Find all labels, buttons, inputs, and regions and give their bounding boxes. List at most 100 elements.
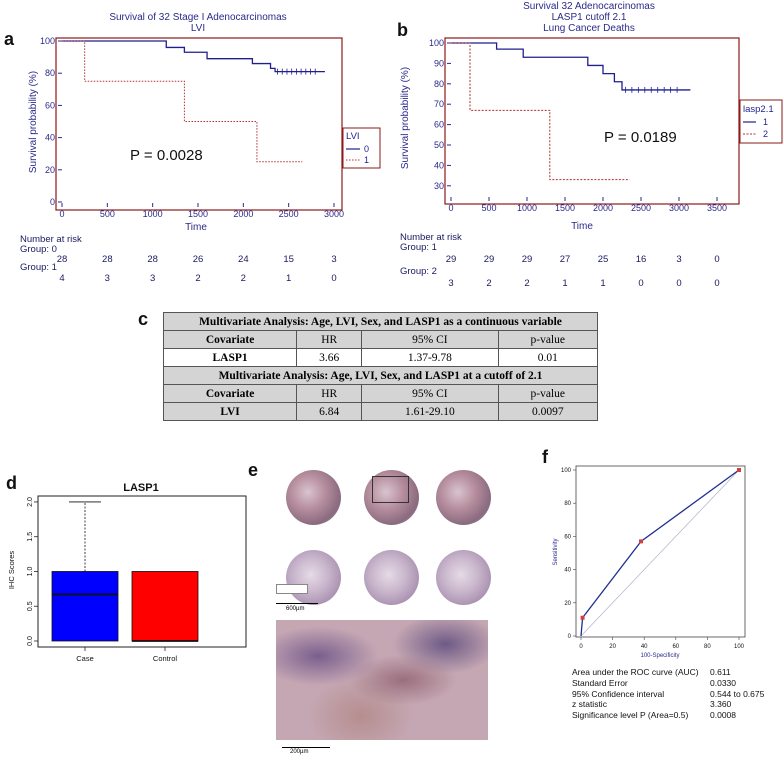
risk-count: 15 — [283, 254, 294, 265]
risk-count: 0 — [331, 273, 336, 284]
tissue-core — [436, 550, 491, 605]
panel-letter-b: b — [397, 20, 408, 40]
y-tick-label: 40 — [45, 133, 55, 143]
y-tick-label: 20 — [564, 601, 571, 607]
x-tick-label: 2000 — [233, 209, 253, 219]
table-cell: p-value — [497, 330, 598, 349]
x-tick-label: 2500 — [631, 203, 651, 213]
km-a-legend-title: LVI — [346, 131, 360, 142]
x-tick-label: 0 — [579, 644, 583, 650]
y-tick-label: 0.0 — [27, 636, 34, 646]
risk-count: 29 — [446, 254, 457, 265]
y-tick-label: 90 — [434, 58, 444, 68]
y-tick-label: 60 — [434, 120, 444, 130]
table-row: Covariate HR 95% CI p-value — [162, 330, 598, 349]
risk-count: 1 — [562, 278, 567, 289]
y-tick-label: 40 — [434, 160, 444, 170]
km-a-frame — [55, 37, 343, 211]
x-tick-label: 0 — [59, 209, 64, 219]
table-cell: 95% CI — [361, 384, 499, 403]
x-tick-label: 3500 — [707, 203, 727, 213]
risk-count: 25 — [598, 254, 609, 265]
roc-stat-row: Area under the ROC curve (AUC) 0.611 — [572, 667, 764, 678]
y-tick-label: 1.0 — [27, 567, 34, 577]
x-tick-label: 1000 — [143, 209, 163, 219]
multivariate-table: Multivariate Analysis: Age, LVI, Sex, an… — [162, 312, 598, 421]
risk-count: 29 — [522, 254, 533, 265]
box-case — [51, 571, 119, 642]
km-b-frame — [444, 37, 740, 205]
km-chart-lasp1: Survival 32 Adenocarcinomas LASP1 cutoff… — [400, 1, 783, 289]
km-b-xlabel: Time — [571, 221, 593, 232]
risk-count: 0 — [676, 278, 681, 289]
risk-count: 27 — [560, 254, 571, 265]
risk-count: 29 — [484, 254, 495, 265]
risk-count: 1 — [600, 278, 605, 289]
y-tick-label: 60 — [564, 534, 571, 540]
risk-count: 2 — [486, 278, 491, 289]
roc-ylabel: Sensitivity — [553, 538, 559, 565]
y-tick-label: 80 — [45, 68, 55, 78]
table-cell: LVI — [162, 402, 298, 421]
x-tick-label: Control — [153, 654, 178, 663]
table-cell: HR — [296, 330, 363, 349]
risk-count: 0 — [638, 278, 643, 289]
km-a-ylabel: Survival probability (%) — [28, 71, 39, 173]
table-cell: 1.61-29.10 — [361, 402, 499, 421]
roc-statistics: Area under the ROC curve (AUC) 0.611 Stan… — [572, 667, 764, 721]
risk-count: 0 — [714, 278, 719, 289]
panel-letter-d: d — [6, 473, 17, 493]
y-tick-label: 0 — [50, 197, 55, 207]
table-header-cutoff: Multivariate Analysis: Age, LVI, Sex, an… — [163, 366, 598, 385]
box-d-ylabel: IHC Scores — [7, 551, 16, 590]
y-tick-label: 50 — [434, 140, 444, 150]
km-b-pvalue: P = 0.0189 — [604, 129, 677, 146]
risk-count: 28 — [57, 254, 68, 265]
risk-count: 3 — [676, 254, 681, 265]
scale-label-top: 600µm — [286, 606, 305, 612]
x-tick-label: 20 — [609, 644, 616, 650]
panel-letter-a: a — [4, 29, 15, 49]
ihc-images: 600µm 200µm — [272, 462, 492, 755]
y-tick-label: 60 — [45, 100, 55, 110]
x-tick-label: Case — [76, 654, 94, 663]
roc-stat-row: 95% Confidence interval 0.544 to 0.675 — [572, 689, 764, 700]
tissue-zoom-image — [276, 620, 488, 740]
km-chart-lvi: Survival of 32 Stage I Adenocarcinomas L… — [20, 12, 381, 284]
km-b-title-3: Lung Cancer Deaths — [543, 23, 635, 34]
y-tick-label: 0.5 — [27, 601, 34, 611]
y-tick-label: 80 — [564, 501, 571, 507]
risk-count: 2 — [241, 273, 246, 284]
x-tick-label: 1500 — [188, 209, 208, 219]
km-b-legend-label-2: 2 — [763, 129, 768, 139]
box-d-title: LASP1 — [123, 482, 158, 494]
stat-value: 0.611 — [710, 667, 731, 677]
x-tick-label: 3000 — [324, 209, 344, 219]
km-b-title-2: LASP1 cutoff 2.1 — [552, 12, 627, 23]
km-a-legend-label-1: 1 — [364, 155, 369, 165]
km-a-pvalue: P = 0.0028 — [130, 147, 203, 164]
table-row: LVI 6.84 1.61-29.10 0.0097 — [162, 402, 598, 421]
risk-count: 2 — [524, 278, 529, 289]
stat-value: 3.360 — [710, 699, 732, 710]
km-a-legend — [342, 127, 381, 169]
km-a-title-1: Survival of 32 Stage I Adenocarcinomas — [109, 12, 286, 23]
x-tick-label: 2500 — [279, 209, 299, 219]
km-a-legend-label-0: 0 — [364, 144, 369, 154]
stat-label: Standard Error — [572, 677, 628, 688]
x-tick-label: 0 — [448, 203, 453, 213]
stat-label: 95% Confidence interval — [572, 688, 665, 699]
tissue-core — [286, 470, 341, 525]
tissue-core — [364, 470, 419, 525]
roc-diagonal — [580, 469, 740, 637]
scale-label-box — [276, 584, 308, 594]
roc-curve — [580, 469, 740, 637]
box-control — [131, 571, 199, 642]
risk-count: 26 — [193, 254, 204, 265]
roc-xlabel: 100-Specificity — [640, 653, 679, 659]
stat-label: Significance level P (Area=0.5) — [572, 710, 689, 721]
tissue-core — [286, 550, 341, 605]
km-a-risk-group-0: Group: 0 — [20, 244, 57, 255]
